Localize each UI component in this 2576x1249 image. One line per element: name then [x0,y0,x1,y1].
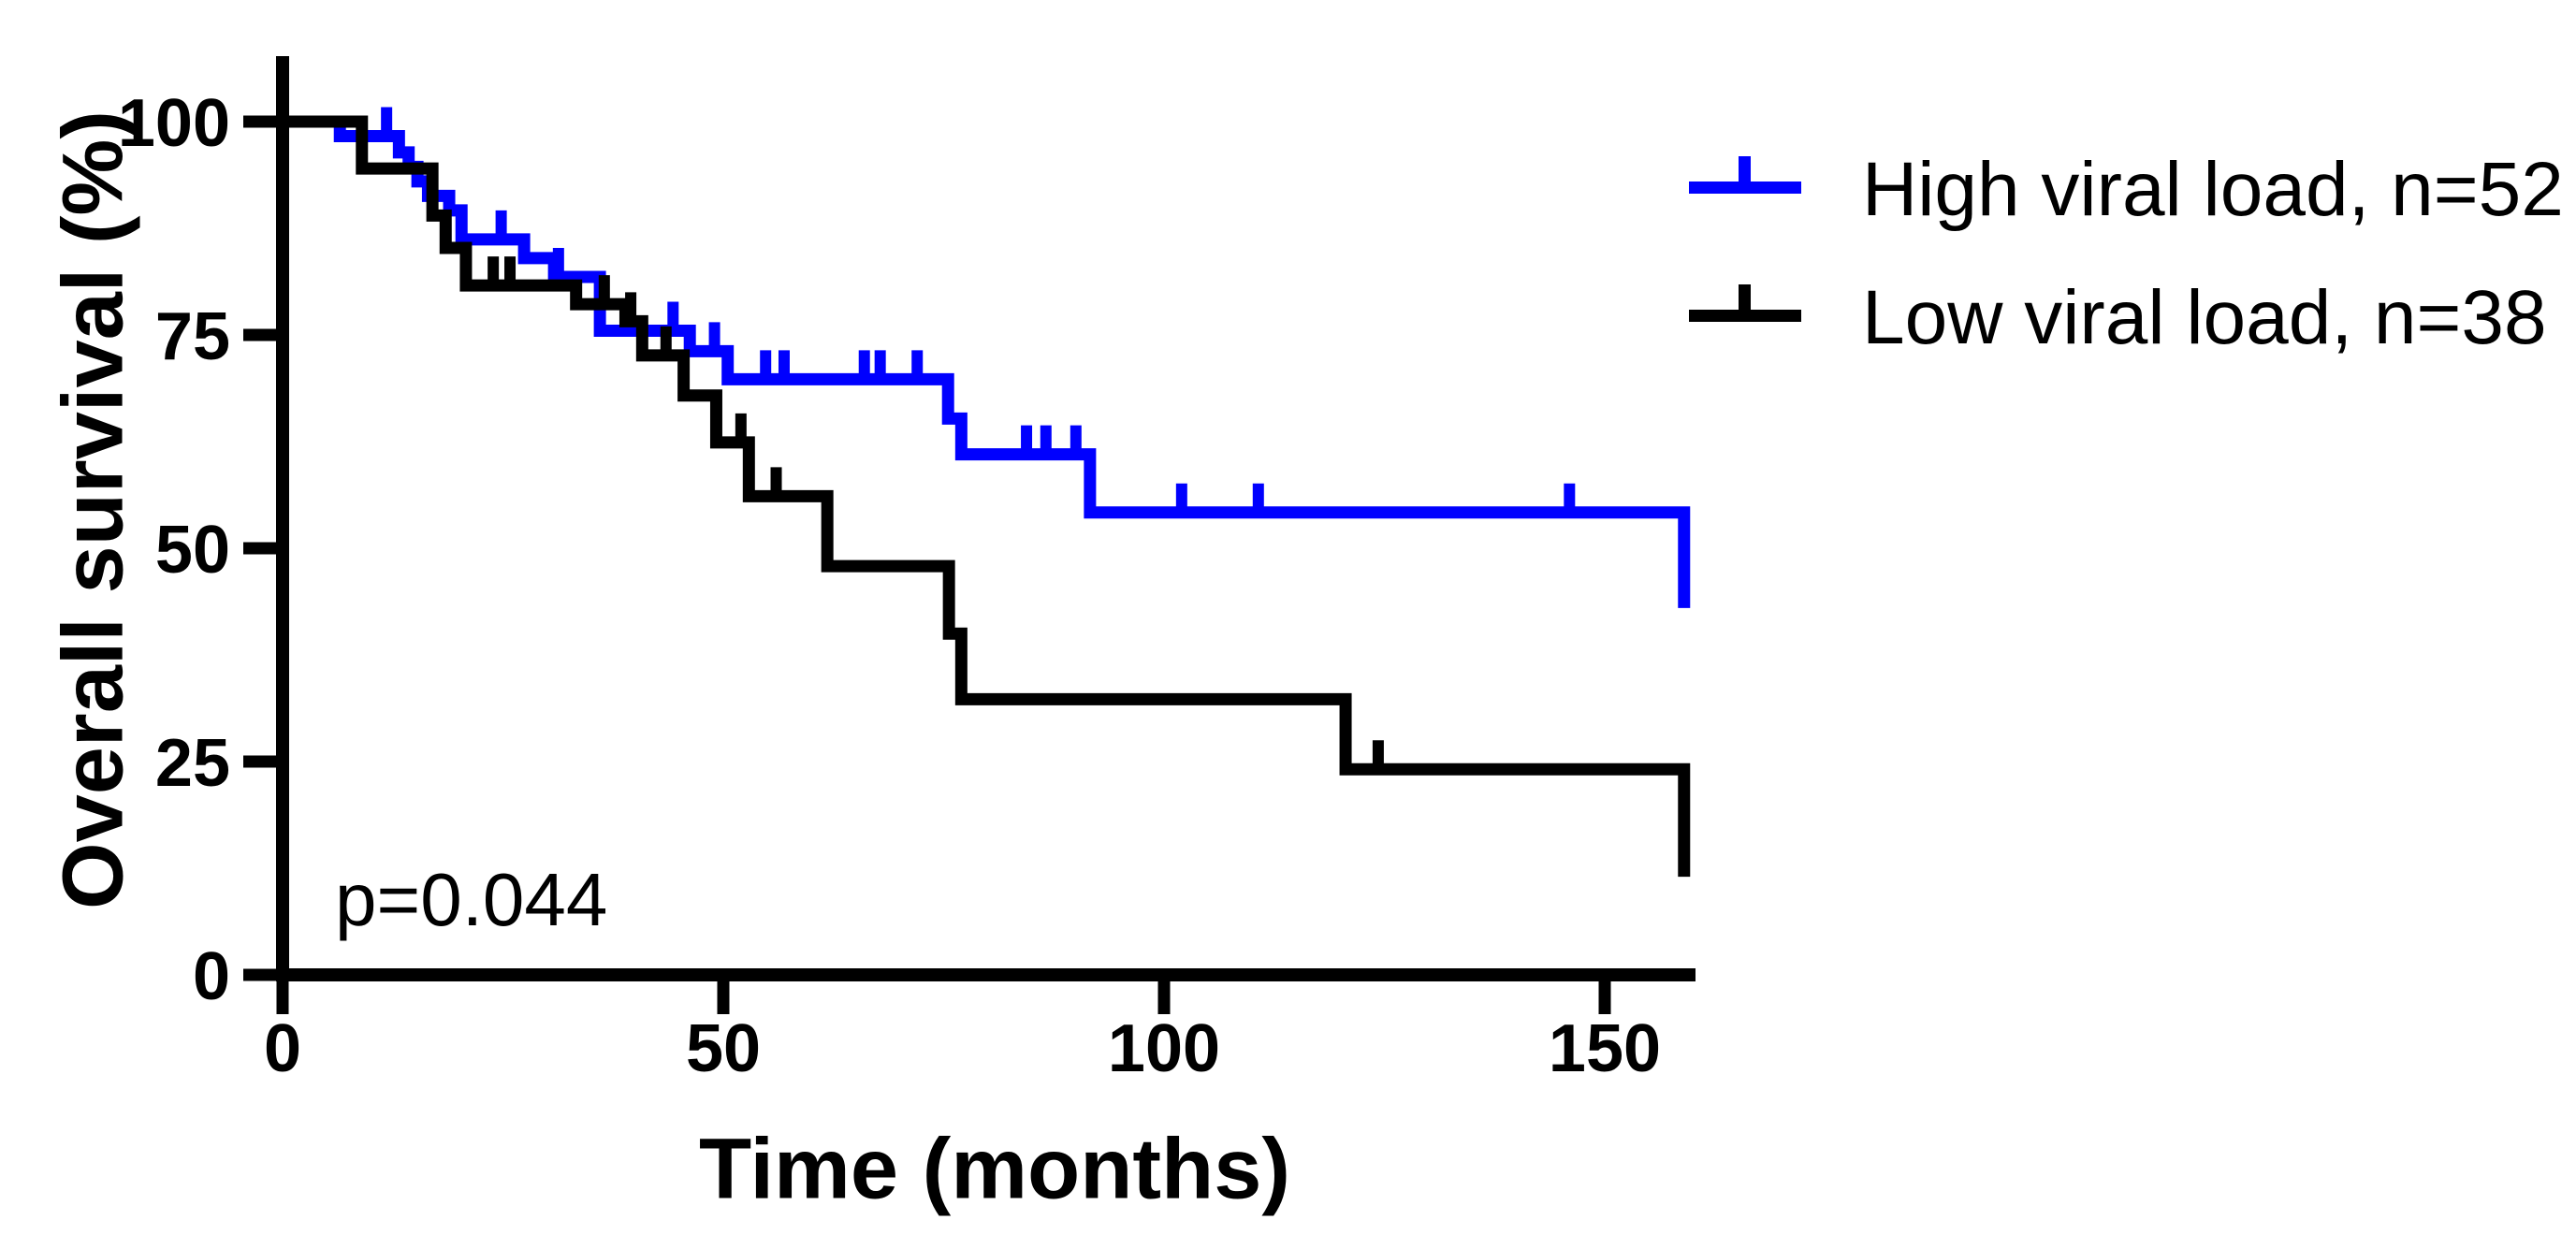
y-tick-label: 50 [155,513,230,588]
legend-label-high-viral-load: High viral load, n=52 [1862,147,2564,232]
y-tick-label: 100 [118,86,230,161]
x-tick-label: 100 [1108,1011,1220,1086]
y-tick-label: 25 [155,726,230,801]
legend-censor-tick-icon-high-viral-load [1739,156,1751,184]
km-curve-low-viral-load [283,115,1691,878]
km-curve-high-viral-load [283,115,1691,608]
y-axis-title: Overall survival (%) [45,110,141,909]
x-axis-title: Time (months) [698,1121,1291,1217]
x-tick-label: 0 [264,1011,301,1086]
legend-censor-tick-icon-low-viral-load [1739,284,1751,312]
legend-label-low-viral-load: Low viral load, n=38 [1862,275,2547,360]
legend-marker-line-high-viral-load [1689,182,1801,194]
y-tick-label: 0 [193,939,230,1014]
x-tick-label: 150 [1549,1011,1661,1086]
legend-marker-line-low-viral-load [1689,310,1801,322]
p-value-annotation: p=0.044 [335,858,608,941]
x-tick-label: 50 [686,1011,761,1086]
y-tick-label: 75 [155,299,230,374]
